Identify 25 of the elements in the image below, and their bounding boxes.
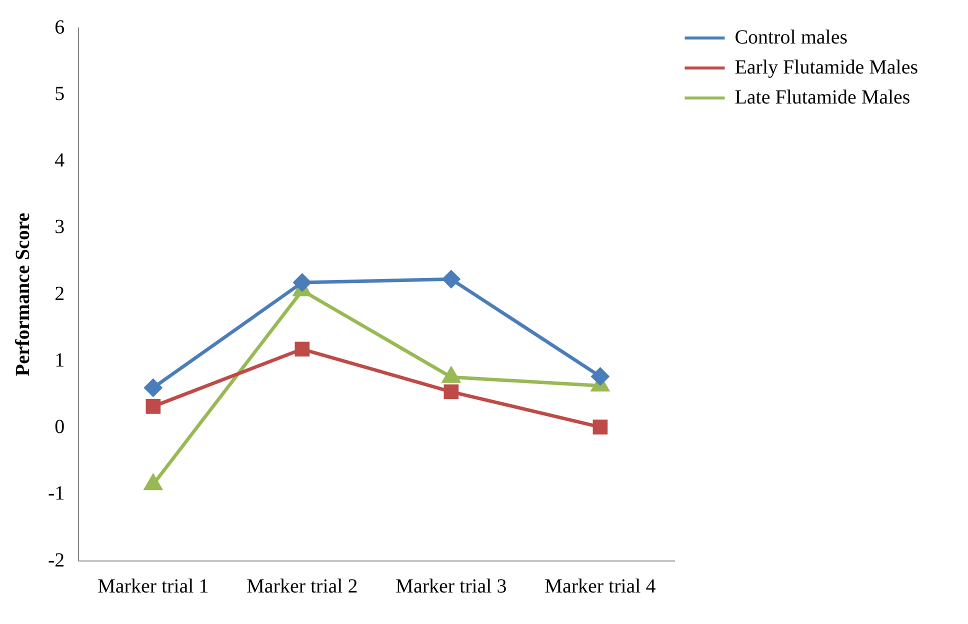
legend-label: Control males [734, 26, 848, 48]
point [592, 420, 608, 434]
y-tick-label: 4 [54, 150, 65, 172]
x-tick-label: Marker trial 3 [396, 575, 507, 598]
x-tick-label: Marker trial 4 [544, 575, 656, 598]
point [294, 342, 310, 357]
point [146, 399, 161, 414]
y-tick-label: 0 [54, 416, 65, 438]
y-axis-title: Performance Score [12, 212, 34, 376]
point [293, 274, 311, 292]
legend-label: Late Flutamide Males [734, 86, 910, 108]
y-tick-label: 6 [54, 16, 65, 38]
x-tick-label: Marker trial 2 [246, 575, 358, 598]
point [591, 368, 609, 386]
y-tick-label: 5 [54, 82, 65, 105]
legend-label: Early Flutamide Males [734, 56, 918, 78]
y-tick-label: 3 [54, 216, 65, 238]
point [444, 384, 459, 400]
x-tick-label: Marker trial 1 [98, 575, 209, 598]
y-tick-label: -2 [48, 549, 65, 572]
y-tick-label: 2 [54, 282, 65, 305]
y-tick-label: -1 [48, 482, 65, 505]
y-tick-label: 1 [54, 349, 65, 372]
point [442, 270, 460, 288]
point [144, 379, 162, 397]
